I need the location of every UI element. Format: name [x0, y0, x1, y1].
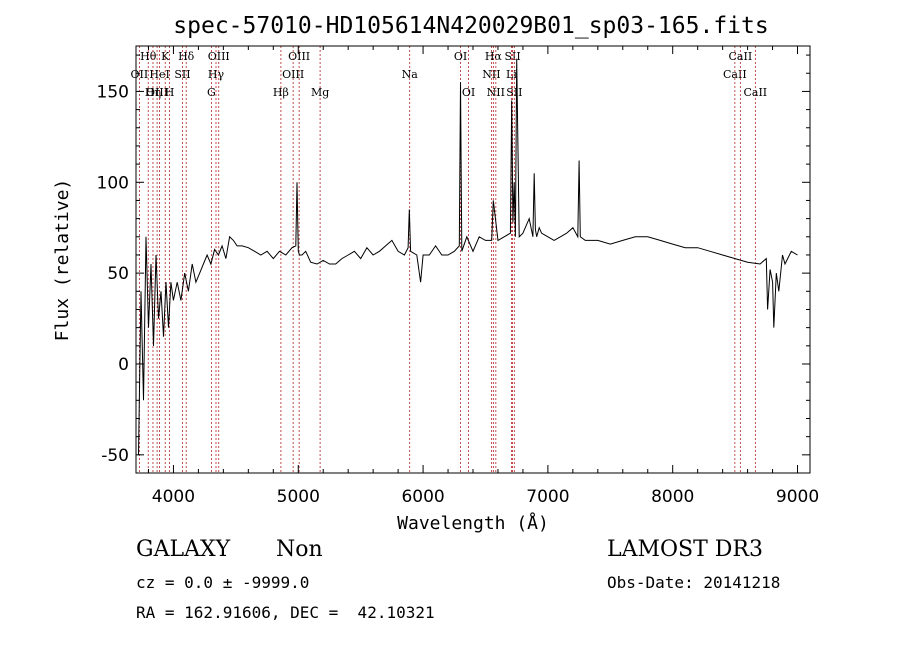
spectral-line-label: OI: [454, 50, 467, 63]
spectral-line-markers: OIIHθHηOIIIHeIKHSIIHδGHγOIIIHβOIIIOIIIMg…: [131, 46, 767, 473]
object-class: GALAXY: [136, 537, 231, 562]
x-tick-label: 5000: [277, 487, 320, 507]
x-axis-label: Wavelength (Å): [397, 512, 549, 534]
coordinates-line: RA = 162.91606, DEC = 42.10321: [136, 603, 435, 622]
spectral-line-label: CaII: [723, 68, 747, 81]
object-subclass: Non: [276, 537, 323, 562]
obs-date: Obs-Date: 20141218: [607, 573, 781, 592]
spectral-line-label: SII: [504, 50, 520, 63]
spectral-line-label: OII: [131, 68, 149, 81]
spectrum-line: [138, 58, 798, 455]
spectral-line-label: SII: [174, 68, 190, 81]
spectral-line-label: OIII: [208, 50, 230, 63]
spectral-line-label: NII: [487, 86, 505, 99]
spectral-line-label: Hθ: [140, 50, 157, 63]
spectral-line-label: Hδ: [178, 50, 195, 63]
plot-frame: [135, 45, 811, 474]
x-tick-label: 4000: [152, 487, 195, 507]
spectral-line-label: OIII: [146, 86, 168, 99]
spectral-line-label: OIII: [282, 68, 304, 81]
chart-title: spec-57010-HD105614N420029B01_sp03-165.f…: [173, 13, 768, 39]
y-axis-label: Flux (relative): [52, 179, 73, 342]
y-tick-label: 100: [97, 173, 129, 193]
y-tick-label: 150: [97, 82, 129, 102]
survey-name: LAMOST DR3: [607, 537, 763, 562]
redshift-line: cz = 0.0 ± -9999.0: [136, 573, 310, 592]
spectral-line-label: Mg: [311, 86, 329, 99]
spectral-line-label: H: [165, 86, 175, 99]
y-tick-label: -50: [101, 446, 129, 466]
x-tick-label: 8000: [651, 487, 694, 507]
y-tick-label: 0: [118, 355, 129, 375]
x-tick-label: 6000: [401, 487, 444, 507]
spectral-line-label: SII: [506, 86, 522, 99]
spectral-line-label: Li: [506, 68, 517, 81]
spectral-line-label: Hα: [485, 50, 503, 63]
y-tick-label: 50: [107, 264, 129, 284]
spectral-line-label: NII: [482, 68, 500, 81]
spectral-line-label: CaII: [743, 86, 767, 99]
spectral-line-label: Na: [402, 68, 419, 81]
spectral-line-label: G: [207, 86, 216, 99]
spectral-line-label: Hγ: [208, 68, 225, 81]
spectral-line-label: K: [161, 50, 170, 63]
x-tick-label: 9000: [776, 487, 819, 507]
spectral-line-label: HeI: [149, 68, 169, 81]
spectral-line-label: CaII: [729, 50, 753, 63]
spectral-line-label: OI: [462, 86, 475, 99]
spectral-line-label: Hβ: [273, 86, 289, 99]
spectrum-series: [138, 58, 798, 455]
x-tick-label: 7000: [526, 487, 569, 507]
axes: 4000 5000 6000 7000 8000 9000 -50 0 50 100 150: [97, 46, 819, 507]
spectral-line-label: OIII: [288, 50, 310, 63]
